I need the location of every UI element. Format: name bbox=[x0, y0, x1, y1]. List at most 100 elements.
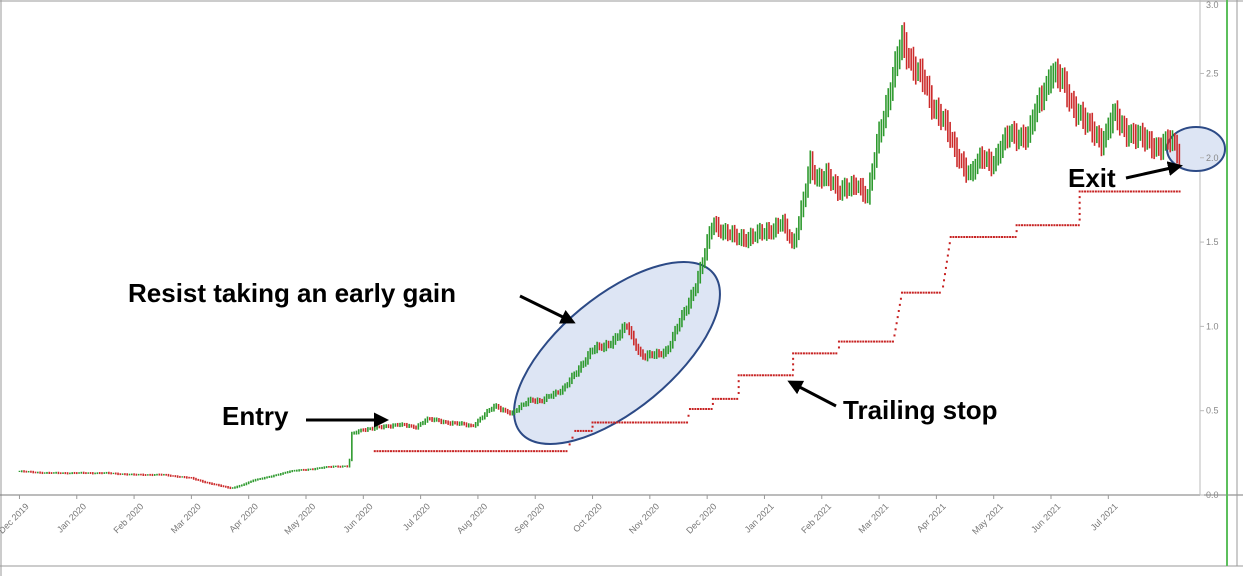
trailing-stop-dot bbox=[816, 352, 819, 355]
trailing-stop-dot bbox=[605, 421, 608, 424]
annotation-early-gain-label: Resist taking an early gain bbox=[128, 278, 456, 308]
annotation-trailing-stop-label: Trailing stop bbox=[843, 395, 998, 425]
trailing-stop-dot bbox=[1167, 190, 1170, 193]
trailing-stop-dot bbox=[875, 340, 878, 343]
trailing-stop-dot bbox=[503, 450, 506, 453]
trailing-stop-dot bbox=[568, 443, 571, 446]
trailing-stop-dot bbox=[710, 408, 713, 411]
trailing-stop-dot bbox=[919, 291, 922, 294]
trailing-stop-dot bbox=[837, 340, 840, 343]
trailing-stop-dot bbox=[585, 429, 588, 432]
trailing-stop-dot bbox=[1092, 190, 1095, 193]
trailing-stop-dot bbox=[538, 450, 541, 453]
trailing-stop-dot bbox=[1165, 190, 1168, 193]
trailing-stop-dot bbox=[867, 340, 870, 343]
trailing-stop-dot bbox=[1003, 236, 1006, 239]
trailing-stop-dot bbox=[737, 386, 740, 389]
trailing-stop-dot bbox=[740, 374, 743, 377]
trailing-stop-dot bbox=[522, 450, 525, 453]
trailing-stop-dot bbox=[1124, 190, 1127, 193]
trailing-stop-dot bbox=[465, 450, 468, 453]
trailing-stop-dot bbox=[497, 450, 500, 453]
trailing-stop-dot bbox=[947, 248, 950, 251]
trailing-stop-dot bbox=[859, 340, 862, 343]
trailing-stop-dot bbox=[384, 450, 387, 453]
trailing-stop-dot bbox=[837, 346, 840, 349]
trailing-stop-dot bbox=[753, 374, 756, 377]
annotation-early-gain-arrow bbox=[519, 294, 576, 324]
trailing-stop-dot bbox=[560, 450, 563, 453]
trailing-stop-dot bbox=[788, 374, 791, 377]
trailing-stop-dot bbox=[1111, 190, 1114, 193]
trailing-stop-dot bbox=[1146, 190, 1149, 193]
trailing-stop-dot bbox=[730, 397, 733, 400]
trailing-stop-dot bbox=[878, 340, 881, 343]
trailing-stop-dot bbox=[1078, 190, 1081, 193]
y-ticks-layer: 0.0 0.5 1.0 1.5 2.0 2.5 3.0 bbox=[1200, 0, 1219, 500]
trailing-stop-dot bbox=[454, 450, 457, 453]
trailing-stop-dot bbox=[574, 429, 577, 432]
trailing-stop-dot bbox=[1023, 224, 1026, 227]
trailing-stop-dot bbox=[634, 421, 637, 424]
early-gain-highlight bbox=[513, 261, 721, 445]
trailing-stop-dot bbox=[1170, 190, 1173, 193]
trailing-stop-dot bbox=[1113, 190, 1116, 193]
trailing-stop-dot bbox=[1034, 224, 1037, 227]
annotation-entry-label: Entry bbox=[222, 401, 289, 431]
trailing-stop-dot bbox=[811, 352, 814, 355]
trailing-stop-dot bbox=[821, 352, 824, 355]
trailing-stop-dot bbox=[840, 340, 843, 343]
trailing-stop-dot bbox=[802, 352, 805, 355]
trailing-stop-dot bbox=[1058, 224, 1061, 227]
trailing-stop-dot bbox=[992, 236, 995, 239]
trailing-stop-dot bbox=[737, 391, 740, 394]
trailing-stop-dot bbox=[1154, 190, 1157, 193]
trailing-stop-dot bbox=[1064, 224, 1067, 227]
trailing-stop-dot bbox=[599, 421, 602, 424]
trailing-stop-dot bbox=[1108, 190, 1111, 193]
trailing-stop-dot bbox=[1045, 224, 1048, 227]
trailing-stop-dot bbox=[590, 429, 593, 432]
trailing-stop-dot bbox=[1151, 190, 1154, 193]
trailing-stop-dot bbox=[736, 397, 739, 400]
trailing-stop-dot bbox=[976, 236, 979, 239]
trailing-stop-dot bbox=[667, 421, 670, 424]
trailing-stop-dot bbox=[711, 397, 714, 400]
trailing-stop-dot bbox=[870, 340, 873, 343]
trailing-stop-dot bbox=[711, 402, 714, 405]
trailing-stop-dot bbox=[1135, 190, 1138, 193]
trailing-stop-dot bbox=[1129, 190, 1132, 193]
trailing-stop-dot bbox=[1011, 236, 1014, 239]
trailing-stop-dot bbox=[898, 303, 901, 306]
trailing-stop-dot bbox=[387, 450, 390, 453]
trailing-stop-dot bbox=[943, 279, 946, 282]
trailing-stop-dot bbox=[551, 450, 554, 453]
trailing-stop-dot bbox=[637, 421, 640, 424]
trailing-stop-dot bbox=[952, 236, 955, 239]
trailing-stop-dot bbox=[881, 340, 884, 343]
trailing-stop-dot bbox=[1078, 201, 1081, 204]
trailing-stop-dot bbox=[626, 421, 629, 424]
trailing-stop-dot bbox=[938, 291, 941, 294]
trailing-stop-dot bbox=[1015, 224, 1018, 227]
trailing-stop-dot bbox=[656, 421, 659, 424]
trailing-stop-dot bbox=[717, 397, 720, 400]
trailing-stop-dot bbox=[891, 340, 894, 343]
trailing-stop-dot bbox=[1159, 190, 1162, 193]
trailing-stop-dot bbox=[500, 450, 503, 453]
trailing-stop-dot bbox=[457, 450, 460, 453]
trailing-stop-dot bbox=[979, 236, 982, 239]
trailing-stop-dot bbox=[596, 421, 599, 424]
trailing-stop-layer bbox=[373, 190, 1181, 453]
trailing-stop-dot bbox=[697, 408, 700, 411]
trailing-stop-dot bbox=[745, 374, 748, 377]
trailing-stop-dot bbox=[602, 421, 605, 424]
trailing-stop-dot bbox=[659, 421, 662, 424]
trailing-stop-dot bbox=[406, 450, 409, 453]
trailing-stop-dot bbox=[944, 266, 947, 269]
trailing-stop-dot bbox=[707, 408, 710, 411]
trailing-stop-dot bbox=[398, 450, 401, 453]
trailing-stop-dot bbox=[957, 236, 960, 239]
trailing-stop-dot bbox=[677, 421, 680, 424]
trailing-stop-dot bbox=[743, 374, 746, 377]
